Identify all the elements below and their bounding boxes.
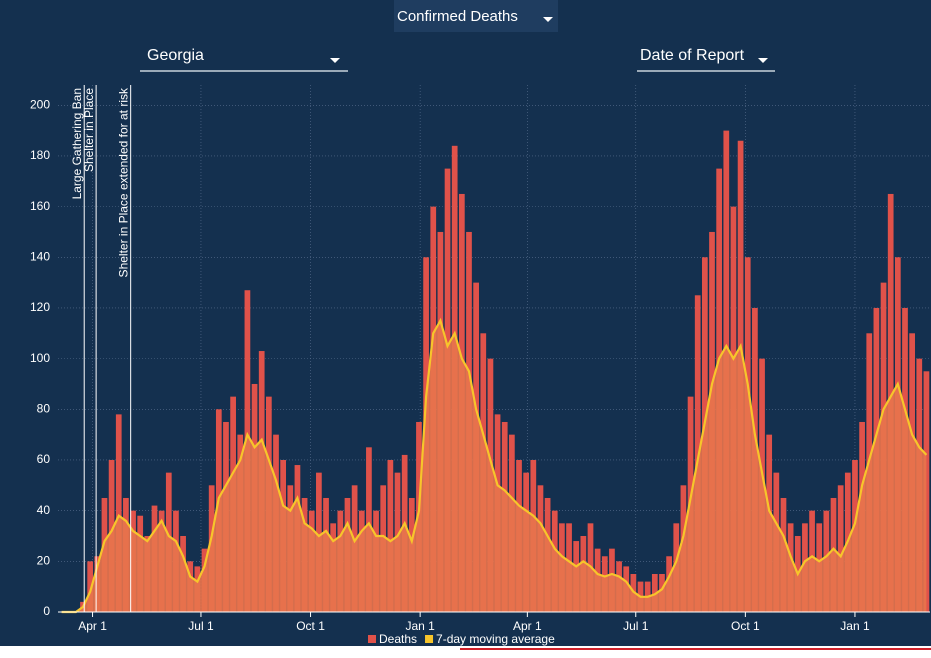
y-tick-label: 140	[30, 249, 50, 263]
dropdown-label: Confirmed Deaths	[397, 8, 518, 25]
y-tick-label: 180	[30, 148, 50, 162]
dropdown-arrow	[758, 58, 768, 63]
moving-average-area	[61, 320, 927, 612]
bar	[837, 485, 844, 612]
y-tick-label: 120	[30, 300, 50, 314]
annotation-label: Large Gathering Ban	[70, 88, 84, 199]
bar	[87, 561, 94, 612]
bar	[923, 371, 930, 612]
x-tick-label: Oct 1	[296, 619, 325, 633]
x-tick-label: Jan 1	[405, 619, 435, 633]
moving-average-line	[61, 317, 928, 614]
y-tick-label: 200	[30, 97, 50, 111]
bar	[115, 414, 122, 612]
date-dropdown[interactable]: Date of Report	[637, 47, 775, 72]
y-tick-label: 60	[37, 452, 51, 466]
plot: 0 20 40 60 80 100 120 140 160 180 200 Apr 1 Jul 1 Oct…	[30, 85, 930, 646]
x-tick-label: Jul 1	[623, 619, 649, 633]
legend-label: Deaths	[379, 632, 417, 646]
x-tick-label: Oct 1	[731, 619, 760, 633]
y-tick-label: 80	[37, 401, 51, 415]
y-tick-label: 40	[37, 503, 51, 517]
bar	[387, 459, 394, 612]
dropdown-arrow	[330, 58, 340, 63]
x-tick-label: Jul 1	[188, 619, 214, 633]
legend-swatch	[425, 635, 434, 643]
dropdown-label: Date of Report	[640, 47, 745, 64]
annotation-label: Shelter in Place	[82, 88, 96, 172]
x-tick-label: Jan 1	[840, 619, 870, 633]
legend-swatch	[368, 635, 376, 643]
y-tick-label: 100	[30, 351, 50, 365]
y-tick-label: 0	[43, 604, 50, 618]
dropdown-label: Georgia	[147, 47, 204, 64]
x-tick-label: Apr 1	[78, 619, 107, 633]
bar	[694, 295, 701, 612]
metric-dropdown[interactable]: Confirmed Deaths	[394, 0, 558, 32]
dropdown-arrow	[543, 17, 553, 22]
y-tick-label: 160	[30, 199, 50, 213]
annotation-label: Shelter in Place extended for at risk	[117, 87, 131, 277]
y-tick-label: 20	[37, 553, 51, 567]
dropdown-box	[394, 0, 558, 32]
region-dropdown[interactable]: Georgia	[140, 47, 348, 72]
accent	[460, 648, 931, 650]
x-tick-label: Apr 1	[513, 619, 542, 633]
legend-label: 7-day moving average	[436, 632, 555, 646]
